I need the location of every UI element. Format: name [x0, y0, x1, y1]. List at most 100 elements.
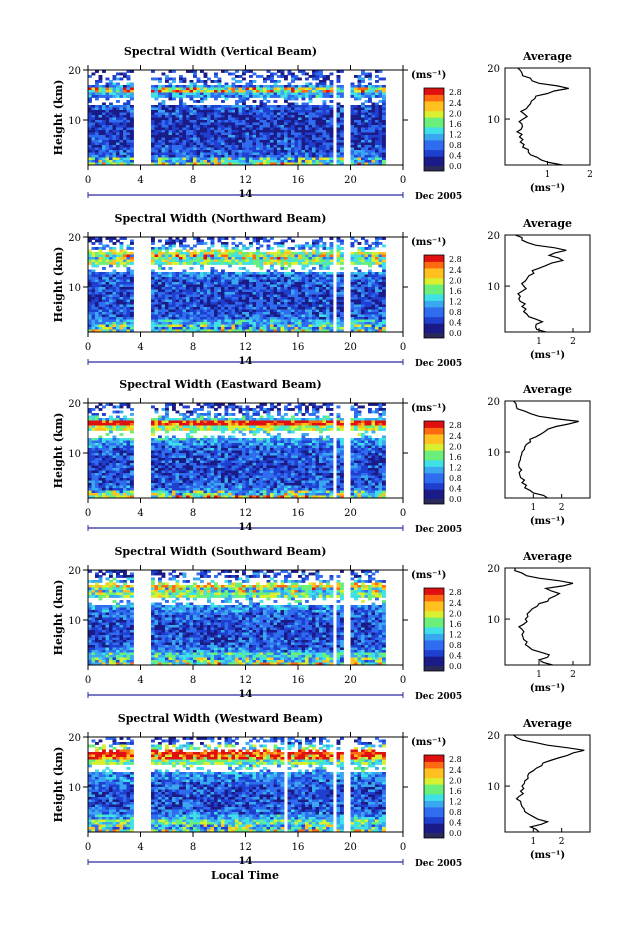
heatmap-cell: [378, 117, 383, 121]
heatmap-cell: [179, 155, 183, 158]
heatmap-cell: [112, 145, 117, 148]
heatmap-cell: [238, 249, 243, 253]
heatmap-cell: [161, 150, 166, 153]
heatmap-cell: [280, 309, 285, 313]
heatmap-cell: [116, 82, 120, 86]
heatmap-cell: [98, 140, 103, 143]
heatmap-cell: [210, 115, 215, 118]
heatmap-cell: [249, 90, 253, 93]
heatmap-cell: [228, 120, 232, 123]
heatmap-cell: [256, 90, 260, 93]
heatmap-cell: [207, 135, 211, 138]
heatmap-cell: [231, 95, 236, 98]
heatmap-cell: [88, 110, 92, 113]
heatmap-cell: [189, 297, 194, 300]
heatmap-cell: [193, 147, 197, 151]
heatmap-cell: [273, 307, 278, 310]
heatmap-cell: [263, 150, 267, 153]
heatmap-cell: [368, 157, 372, 161]
heatmap-cell: [210, 262, 215, 265]
heatmap-cell: [95, 329, 99, 333]
heatmap-cell: [210, 122, 215, 126]
heatmap-cell: [182, 120, 187, 123]
heatmap-cell: [305, 160, 309, 163]
heatmap-cell: [217, 299, 222, 303]
heatmap-cell: [179, 277, 183, 280]
heatmap-cell: [116, 77, 120, 81]
heatmap-cell: [294, 319, 299, 323]
heatmap-cell: [305, 292, 309, 295]
heatmap-cell: [312, 130, 316, 133]
heatmap-cell: [326, 287, 330, 290]
heatmap-cell: [301, 85, 306, 88]
heatmap-cell: [273, 312, 278, 315]
heatmap-cell: [329, 277, 334, 280]
heatmap-cell: [308, 152, 313, 156]
heatmap-cell: [294, 150, 299, 153]
heatmap-cell: [319, 262, 323, 265]
heatmap-cell: [280, 120, 285, 123]
heatmap-cell: [231, 82, 236, 86]
heatmap-cell: [200, 277, 204, 280]
heatmap-cell: [249, 299, 253, 303]
heatmap-cell: [207, 324, 211, 328]
heatmap-cell: [368, 97, 372, 101]
heatmap-cell: [217, 252, 222, 255]
heatmap-cell: [312, 117, 316, 121]
heatmap-cell: [336, 110, 341, 113]
heatmap-cell: [305, 150, 309, 153]
heatmap-cell: [354, 105, 358, 108]
x-tick-label: 0: [400, 175, 406, 186]
heatmap-cell: [245, 140, 250, 143]
heatmap-cell: [231, 327, 236, 330]
heatmap-cell: [284, 284, 288, 288]
heatmap-cell: [172, 135, 176, 138]
heatmap-cell: [270, 152, 274, 156]
heatmap-cell: [277, 284, 281, 288]
heatmap-cell: [284, 120, 288, 123]
heatmap-cell: [326, 120, 330, 123]
heatmap-cell: [217, 317, 222, 320]
heatmap-cell: [175, 237, 180, 240]
heatmap-cell: [256, 87, 260, 91]
heatmap-cell: [256, 274, 260, 278]
heatmap-cell: [270, 117, 274, 121]
heatmap-cell: [354, 162, 358, 166]
heatmap-cell: [312, 120, 316, 123]
heatmap-cell: [284, 105, 288, 108]
heatmap-cell: [308, 294, 313, 298]
heatmap-cell: [378, 162, 383, 166]
heatmap-cell: [249, 312, 253, 315]
heatmap-cell: [126, 92, 131, 96]
heatmap-cell: [382, 97, 386, 101]
heatmap-cell: [109, 277, 113, 280]
heatmap-cell: [214, 324, 218, 328]
heatmap-cell: [214, 297, 218, 300]
heatmap-cell: [168, 147, 173, 151]
heatmap-cell: [336, 132, 341, 136]
heatmap-cell: [270, 125, 274, 128]
heatmap-cell: [287, 82, 292, 86]
heatmap-cell: [238, 87, 243, 91]
heatmap-cell: [151, 137, 155, 141]
heatmap-cell: [235, 249, 239, 253]
heatmap-cell: [186, 312, 190, 315]
heatmap-cell: [210, 137, 215, 141]
heatmap-cell: [368, 152, 372, 156]
heatmap-cell: [245, 277, 250, 280]
heatmap-cell: [172, 150, 176, 153]
heatmap-cell: [273, 127, 278, 131]
heatmap-cell: [301, 252, 306, 255]
heatmap-cell: [186, 147, 190, 151]
heatmap-cell: [98, 125, 103, 128]
x-tick-label: 8: [190, 175, 196, 186]
heatmap-cell: [361, 304, 365, 308]
heatmap-cell: [266, 147, 271, 151]
heatmap-cell: [277, 105, 281, 108]
heatmap-cell: [172, 252, 176, 255]
heatmap-cell: [200, 284, 204, 288]
heatmap-cell: [319, 70, 323, 73]
heatmap-cell: [221, 302, 225, 305]
heatmap-cell: [116, 135, 120, 138]
heatmap-cell: [91, 87, 96, 91]
